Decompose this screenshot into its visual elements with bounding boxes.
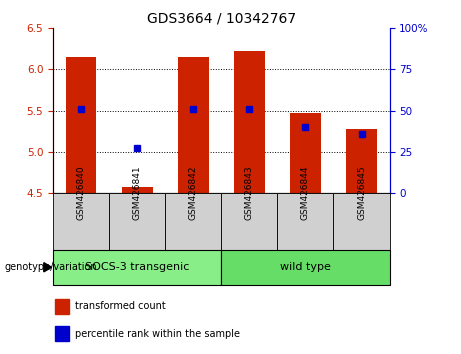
Text: GSM426840: GSM426840: [77, 165, 86, 220]
Text: transformed count: transformed count: [75, 301, 165, 311]
Text: percentile rank within the sample: percentile rank within the sample: [75, 329, 240, 339]
Text: GSM426841: GSM426841: [133, 165, 142, 220]
Title: GDS3664 / 10342767: GDS3664 / 10342767: [147, 12, 296, 26]
Polygon shape: [44, 263, 52, 272]
Bar: [165, 193, 221, 250]
Bar: [178, 57, 209, 193]
Bar: [53, 250, 221, 285]
Bar: [122, 187, 153, 193]
Text: wild type: wild type: [280, 262, 331, 272]
Bar: [55, 299, 69, 314]
Text: GSM426845: GSM426845: [357, 165, 366, 220]
Bar: [65, 57, 96, 193]
Bar: [221, 250, 390, 285]
Bar: [278, 193, 333, 250]
Text: GSM426844: GSM426844: [301, 166, 310, 220]
Bar: [55, 326, 69, 341]
Bar: [290, 113, 321, 193]
Text: GSM426842: GSM426842: [189, 166, 198, 220]
Bar: [109, 193, 165, 250]
Bar: [53, 193, 109, 250]
Bar: [346, 129, 377, 193]
Bar: [234, 51, 265, 193]
Bar: [221, 193, 278, 250]
Bar: [333, 193, 390, 250]
Text: SOCS-3 transgenic: SOCS-3 transgenic: [85, 262, 189, 272]
Text: genotype/variation: genotype/variation: [5, 262, 97, 272]
Text: GSM426843: GSM426843: [245, 165, 254, 220]
